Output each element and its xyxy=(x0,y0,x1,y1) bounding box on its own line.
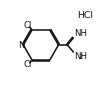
Text: NH: NH xyxy=(74,29,87,38)
Text: HCl: HCl xyxy=(77,11,93,20)
Text: N: N xyxy=(18,40,25,50)
Text: Cl: Cl xyxy=(23,21,32,30)
Text: Cl: Cl xyxy=(23,60,32,69)
Text: 2: 2 xyxy=(78,54,83,60)
Text: NH: NH xyxy=(74,52,87,61)
